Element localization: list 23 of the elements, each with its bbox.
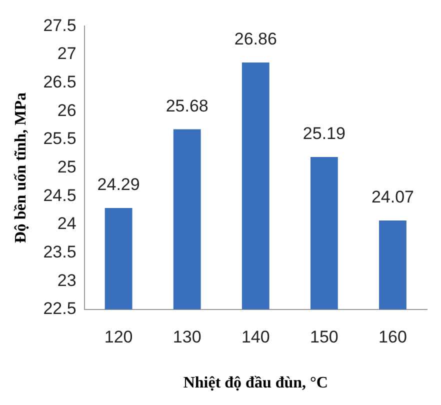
y-tick-label: 27.5 (43, 16, 76, 35)
y-tick-label: 23.5 (43, 242, 76, 262)
x-tick-label: 130 (172, 327, 202, 346)
y-tick-label: 26.5 (43, 72, 76, 92)
y-tick-label: 27 (57, 44, 76, 64)
data-label: 24.07 (371, 188, 414, 207)
data-label: 25.68 (166, 96, 208, 116)
y-tick-label: 25 (57, 157, 76, 176)
data-label: 24.29 (97, 175, 140, 194)
x-axis-title: Nhiệt độ đầu đùn, °C (183, 374, 328, 392)
y-tick-label: 23 (57, 270, 76, 290)
x-tick-label: 160 (378, 327, 407, 346)
y-tick-label: 24 (57, 214, 76, 234)
x-tick-label: 150 (310, 327, 338, 346)
data-label: 26.86 (234, 30, 277, 49)
x-tick-label: 120 (104, 327, 133, 346)
x-tick-label: 140 (241, 327, 270, 346)
y-axis-title: Độ bền uốn tĩnh, MPa (12, 92, 30, 244)
y-tick-label: 22.5 (43, 299, 76, 318)
y-tick-label: 24.5 (43, 186, 76, 205)
y-tick-label: 25.5 (43, 129, 76, 148)
y-tick-label: 26 (57, 100, 76, 120)
data-label: 25.19 (302, 124, 346, 144)
